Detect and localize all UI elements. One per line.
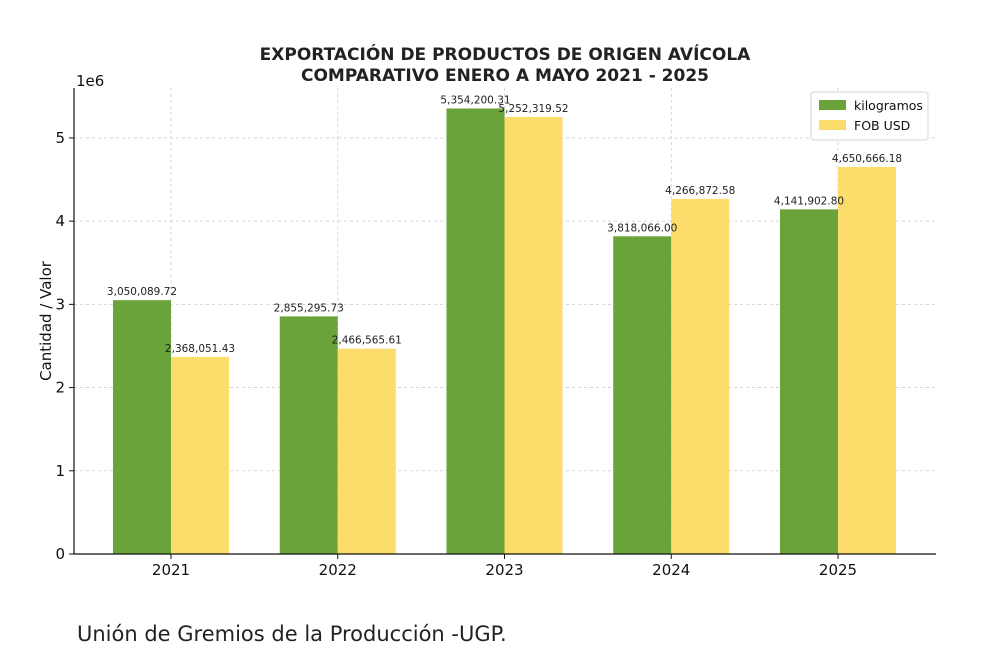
footer-source: Unión de Gremios de la Producción -UGP. <box>77 622 507 646</box>
bar-fob-usd-2024 <box>671 198 730 554</box>
y-axis-label: Cantidad / Valor <box>37 260 55 381</box>
x-tick-label: 2023 <box>485 561 523 579</box>
bar-fob-usd-2021 <box>171 356 229 554</box>
data-label: 5,354,200.31 <box>440 94 510 106</box>
legend: kilogramos FOB USD <box>810 91 929 141</box>
chart-title-line-1: EXPORTACIÓN DE PRODUCTOS DE ORIGEN AVÍCO… <box>260 43 752 65</box>
bar-kilogramos-2025 <box>780 209 838 554</box>
x-tick-label: 2025 <box>819 561 857 579</box>
data-label: 3,050,089.72 <box>107 286 177 298</box>
y-tick-label: 4 <box>55 212 65 230</box>
chart-title-line-2: COMPARATIVO ENERO A MAYO 2021 - 2025 <box>301 66 709 86</box>
data-label: 4,650,666.18 <box>832 153 902 165</box>
data-label: 4,266,872.58 <box>665 185 735 197</box>
x-tick-label: 2021 <box>152 561 190 579</box>
data-label: 2,368,051.43 <box>165 343 235 355</box>
y-scale-label: 1e6 <box>76 72 104 90</box>
data-label: 4,141,902.80 <box>774 195 844 207</box>
bar-fob-usd-2023 <box>504 116 563 555</box>
bar-kilogramos-2024 <box>613 236 672 555</box>
bar-kilogramos-2021 <box>113 300 171 554</box>
legend-swatch <box>819 120 846 130</box>
y-tick-label: 3 <box>55 295 65 313</box>
y-tick-label: 1 <box>55 462 65 480</box>
bar-kilogramos-2022 <box>279 316 338 554</box>
bar-fob-usd-2025 <box>838 166 896 554</box>
data-label: 2,466,565.61 <box>332 335 402 347</box>
bar-kilogramos-2023 <box>446 108 505 555</box>
y-tick-label: 2 <box>55 379 65 397</box>
y-tick-label: 5 <box>55 129 65 147</box>
x-tick-label: 2022 <box>319 561 357 579</box>
bar-chart: EXPORTACIÓN DE PRODUCTOS DE ORIGEN AVÍCO… <box>37 43 936 579</box>
legend-swatch <box>819 100 846 110</box>
legend-label: FOB USD <box>854 118 910 133</box>
data-label: 3,818,066.00 <box>607 222 677 234</box>
legend-label: kilogramos <box>854 98 923 113</box>
data-label: 2,855,295.73 <box>274 302 344 314</box>
bar-fob-usd-2022 <box>337 348 396 554</box>
y-tick-label: 0 <box>55 545 65 563</box>
data-label: 5,252,319.52 <box>498 103 568 115</box>
x-tick-label: 2024 <box>652 561 690 579</box>
